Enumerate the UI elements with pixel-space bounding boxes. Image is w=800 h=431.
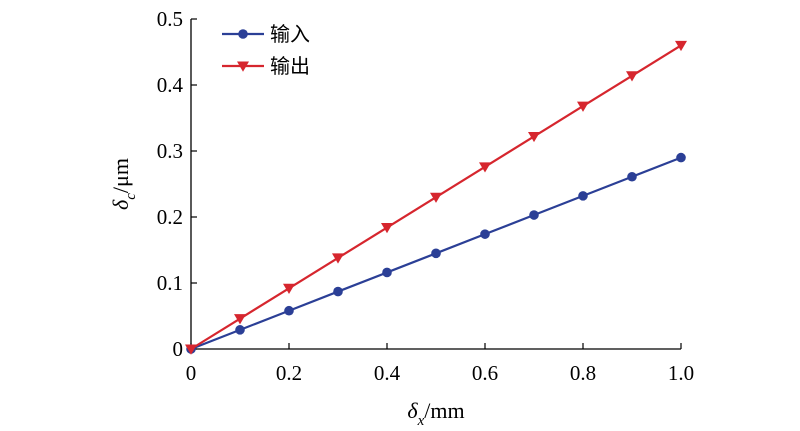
x-tick-label: 1.0 bbox=[668, 361, 694, 385]
y-tick-label: 0.1 bbox=[157, 271, 183, 295]
series-layer bbox=[185, 40, 687, 355]
data-point bbox=[676, 152, 686, 163]
y-tick-label: 0.4 bbox=[157, 73, 184, 97]
data-point bbox=[577, 101, 589, 112]
data-point bbox=[479, 162, 491, 173]
y-tick-label: 0 bbox=[173, 337, 184, 361]
y-axis-title: δc/μm bbox=[108, 158, 139, 210]
x-tick-label: 0.8 bbox=[570, 361, 596, 385]
data-point bbox=[578, 191, 588, 201]
data-point bbox=[333, 286, 343, 297]
x-tick-label: 0.2 bbox=[276, 361, 302, 385]
data-point bbox=[284, 305, 294, 316]
y-axis-subscript: c bbox=[123, 193, 139, 200]
data-point bbox=[430, 192, 442, 203]
data-point bbox=[381, 223, 393, 234]
legend-marker bbox=[238, 29, 248, 39]
data-point bbox=[185, 344, 197, 355]
x-axis-title: δx/mm bbox=[407, 398, 464, 429]
data-point bbox=[480, 229, 490, 239]
data-point bbox=[626, 71, 638, 82]
data-point bbox=[528, 131, 540, 143]
data-point bbox=[529, 210, 539, 220]
data-point bbox=[332, 253, 344, 264]
legend-item: 输入 bbox=[222, 22, 310, 46]
data-point bbox=[235, 325, 245, 335]
axes bbox=[190, 19, 681, 350]
x-ticks: 0 0.2 0.4 0.6 0.8 1.0 bbox=[186, 343, 694, 385]
y-tick-label: 0.3 bbox=[157, 139, 183, 163]
legend-label: 输出 bbox=[270, 54, 310, 78]
data-point bbox=[627, 171, 637, 182]
x-axis-subscript: x bbox=[417, 413, 425, 429]
data-point bbox=[382, 267, 392, 278]
y-ticks: 0 0.1 0.2 0.3 0.4 0.5 bbox=[157, 7, 197, 361]
data-point bbox=[283, 283, 295, 294]
legend-item: 输出 bbox=[222, 54, 310, 78]
x-tick-label: 0.4 bbox=[374, 361, 401, 385]
x-axis-unit: /mm bbox=[424, 398, 464, 423]
x-tick-label: 0 bbox=[186, 361, 197, 385]
x-axis-symbol: δ bbox=[407, 398, 418, 423]
data-point bbox=[431, 248, 441, 259]
legend-label: 输入 bbox=[270, 22, 310, 46]
y-tick-label: 0.5 bbox=[157, 7, 183, 31]
data-point bbox=[675, 40, 687, 52]
y-axis-unit: /μm bbox=[108, 158, 133, 193]
data-point bbox=[234, 314, 246, 325]
series-2 bbox=[185, 40, 687, 355]
y-axis-symbol: δ bbox=[108, 199, 133, 210]
x-tick-label: 0.6 bbox=[472, 361, 498, 385]
series-1 bbox=[186, 152, 686, 354]
y-tick-label: 0.2 bbox=[157, 205, 183, 229]
legend-marker bbox=[237, 61, 249, 72]
